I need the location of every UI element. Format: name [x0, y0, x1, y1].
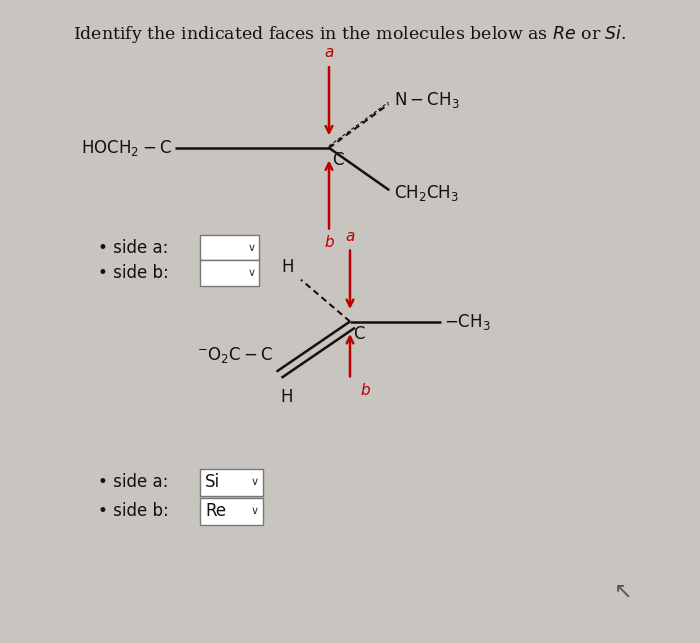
- Text: ∨: ∨: [251, 477, 259, 487]
- Text: $\mathregular{N-CH_3}$: $\mathregular{N-CH_3}$: [394, 90, 460, 111]
- Text: b: b: [360, 383, 370, 398]
- Bar: [199, 235, 259, 260]
- Text: $\mathregular{CH_2CH_3}$: $\mathregular{CH_2CH_3}$: [394, 183, 459, 203]
- Text: • side b:: • side b:: [98, 502, 169, 520]
- Bar: [199, 260, 259, 286]
- Text: a: a: [345, 229, 355, 244]
- Text: ∨: ∨: [247, 268, 256, 278]
- Text: • side b:: • side b:: [98, 264, 169, 282]
- Text: C: C: [332, 151, 343, 169]
- Bar: [199, 469, 262, 496]
- Text: $\mathregular{-CH_3}$: $\mathregular{-CH_3}$: [444, 311, 491, 332]
- Text: H: H: [281, 388, 293, 406]
- Text: ↖: ↖: [614, 581, 632, 602]
- Text: ∨: ∨: [251, 506, 259, 516]
- Text: $\mathregular{HOCH_2-C}$: $\mathregular{HOCH_2-C}$: [80, 138, 172, 158]
- Text: • side a:: • side a:: [98, 239, 169, 257]
- Bar: [199, 498, 262, 525]
- Text: Si: Si: [205, 473, 220, 491]
- Text: H: H: [281, 258, 294, 276]
- Text: ∨: ∨: [247, 242, 256, 253]
- Text: Re: Re: [205, 502, 226, 520]
- Text: a: a: [324, 46, 334, 60]
- Text: • side a:: • side a:: [98, 473, 169, 491]
- Text: $\mathregular{^{-}O_2C-C}$: $\mathregular{^{-}O_2C-C}$: [197, 345, 273, 365]
- Text: C: C: [354, 325, 365, 343]
- Text: Identify the indicated faces in the molecules below as $\mathit{Re}$ or $\mathit: Identify the indicated faces in the mole…: [74, 23, 626, 44]
- Text: b: b: [324, 235, 334, 250]
